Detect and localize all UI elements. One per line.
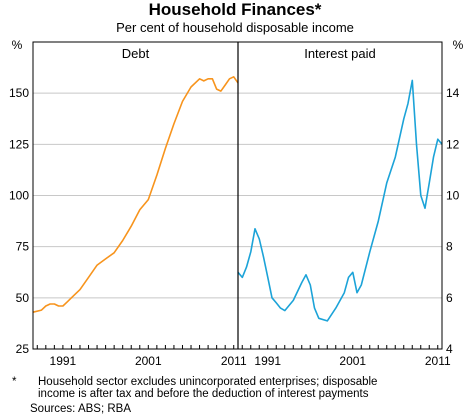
y-tick-label-debt-150: 150 [9,86,29,100]
y-tick-label-debt-125: 125 [9,137,29,151]
sources: Sources: ABS; RBA [30,403,131,415]
x-tick-label-interest-2011: 2011 [425,354,451,368]
x-tick-label-interest-1991: 1991 [254,354,281,368]
footnote-marker: * [12,376,17,388]
y-unit-label-debt: % [12,38,23,52]
series-line-debt [32,76,239,313]
panel-title-interest: Interest paid [304,46,376,61]
y-tick-label-debt-100: 100 [9,189,29,203]
series-line-interest [237,79,443,322]
footnote: * Household sector excludes unincorporat… [12,376,462,400]
y-tick-label-interest-10: 10 [446,189,460,203]
panel-title-debt: Debt [122,46,150,61]
y-tick-label-debt-75: 75 [16,240,30,254]
footnote-line-2: income is after tax and before the deduc… [38,388,369,400]
footnote-line-1: Household sector excludes unincorporated… [38,376,378,388]
y-tick-label-interest-14: 14 [446,86,460,100]
chart-subtitle: Per cent of household disposable income [116,20,354,35]
frame-layer [32,41,443,350]
y-tick-label-debt-25: 25 [16,342,30,356]
y-tick-label-interest-8: 8 [446,240,453,254]
x-tick-label-debt-1991: 1991 [50,354,77,368]
y-tick-label-debt-50: 50 [16,291,30,305]
series-layer [32,76,443,322]
y-unit-label-interest: % [453,38,464,52]
grid-layer [33,92,442,299]
y-tick-label-interest-12: 12 [446,137,460,151]
x-tick-label-interest-2001: 2001 [339,354,366,368]
x-tick-label-debt-2001: 2001 [135,354,162,368]
label-layer: 25 50 75 100 125 150% 1991 2001 2011 Debt 4 6 8 10 12 1… [9,38,464,368]
y-tick-label-interest-4: 4 [446,342,453,356]
x-tick-label-debt-2011: 2011 [221,354,247,368]
y-tick-label-interest-6: 6 [446,291,453,305]
chart-title: Household Finances* [148,0,322,19]
